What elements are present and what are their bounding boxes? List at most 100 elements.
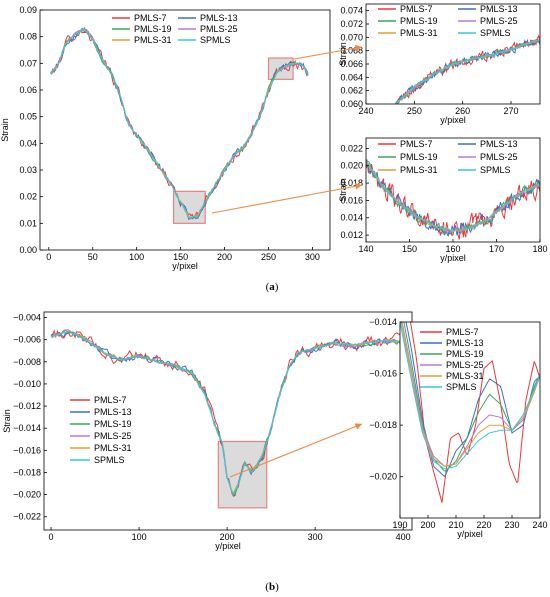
plot-area: [366, 138, 540, 242]
x-tick-label: 100: [132, 532, 147, 542]
legend-label: PMLS-31: [134, 35, 172, 45]
x-axis-label: y/pixel: [440, 115, 466, 125]
zoom-arrows: [211, 44, 363, 478]
legend-label: PMLS-25: [446, 360, 484, 370]
series-pmls-7: [366, 159, 540, 240]
legend-label: PMLS-7: [134, 13, 167, 23]
x-tick-label: 200: [220, 532, 235, 542]
x-tick-label: 230: [504, 520, 519, 530]
caption-b: (b): [265, 581, 279, 593]
y-tick-label: 0.00: [19, 245, 37, 255]
legend-label: PMLS-25: [94, 431, 132, 441]
x-tick-label: 0: [49, 532, 54, 542]
zoom-arrow-3: [229, 423, 363, 478]
y-tick-label: 0.068: [340, 46, 363, 56]
series-lines: [366, 159, 540, 240]
series-lines: [50, 328, 404, 497]
legend-label: PMLS-31: [400, 28, 438, 38]
plot-frame: [365, 3, 541, 105]
y-tick-label: 0.08: [19, 32, 37, 42]
y-tick-label: 0.064: [340, 72, 363, 82]
x-tick-label: 300: [305, 252, 320, 262]
series-pmls-31: [400, 322, 540, 467]
x-tick-label: 270: [503, 106, 518, 116]
series-spmls: [400, 322, 540, 470]
x-tick-label: 170: [489, 244, 504, 254]
y-axis-label: Strain: [338, 42, 348, 66]
y-tick-label: 0.09: [19, 5, 37, 15]
caption-a: (a): [266, 281, 279, 293]
legend-label: SPMLS: [200, 35, 231, 45]
series-spmls: [394, 39, 540, 104]
x-tick-label: 200: [217, 252, 232, 262]
legend-label: PMLS-7: [94, 395, 127, 405]
series-pmls-13: [405, 322, 540, 478]
zoom-arrow-1: [293, 44, 363, 60]
y-tick-label: −0.018: [13, 467, 41, 477]
series-pmls-7: [409, 322, 540, 503]
legend-label: PMLS-31: [400, 165, 438, 175]
series-lines: [394, 34, 540, 104]
x-axis-label: y/pixel: [440, 253, 466, 263]
legend-label: PMLS-13: [480, 4, 518, 14]
legend-label: SPMLS: [480, 165, 511, 175]
y-tick-label: 0.03: [19, 165, 37, 175]
series-spmls: [50, 28, 309, 219]
x-tick-label: 150: [173, 252, 188, 262]
x-tick-label: 240: [532, 520, 547, 530]
x-tick-label: 250: [407, 106, 422, 116]
legend-label: PMLS-25: [200, 24, 238, 34]
legend: PMLS-7 PMLS-13 PMLS-19 PMLS-25 PMLS-31 SPMLS: [112, 13, 238, 45]
legend-label: PMLS-7: [446, 327, 479, 337]
y-tick-label: 0.02: [19, 192, 37, 202]
legend-label: PMLS-19: [134, 24, 172, 34]
y-tick-label: 0.04: [19, 138, 37, 148]
y-tick-label: −0.014: [13, 423, 41, 433]
y-axis-label: Strain: [338, 178, 348, 202]
y-tick-label: −0.020: [13, 490, 41, 500]
y-tick-label: 0.014: [340, 213, 363, 223]
legend-label: PMLS-19: [400, 152, 438, 162]
series-lines: [50, 26, 309, 221]
y-tick-label: 0.062: [340, 86, 363, 96]
legend-label: PMLS-13: [480, 139, 518, 149]
y-tick-label: −0.018: [369, 420, 397, 430]
zoom-arrow-2: [211, 182, 363, 214]
series-spmls: [366, 161, 540, 232]
legend-label: PMLS-13: [200, 13, 238, 23]
y-tick-label: 0.05: [19, 112, 37, 122]
legend-label: SPMLS: [480, 28, 511, 38]
x-tick-label: 160: [445, 244, 460, 254]
panel-a-main-plot: 0 50 100 150 200 250 300 0.00 0.01 0.02 0.03 0.04 0.…: [0, 5, 331, 271]
legend-label: SPMLS: [94, 455, 125, 465]
x-tick-label: 50: [88, 252, 98, 262]
x-tick-label: 140: [358, 244, 373, 254]
y-tick-label: −0.004: [13, 313, 41, 323]
x-tick-label: 0: [46, 252, 51, 262]
y-axis-label: Strain: [0, 118, 10, 142]
panel-a-zoom-bottom-plot: 140 150 160 170 180 0.012 0.014 0.016 0.018 0.020…: [338, 137, 548, 263]
x-axis-label: y/pixel: [215, 541, 241, 551]
series-pmls-13: [366, 162, 540, 237]
y-tick-label: 0.012: [340, 230, 363, 240]
y-tick-label: 0.018: [340, 178, 363, 188]
x-tick-label: 260: [455, 106, 470, 116]
legend-label: PMLS-31: [446, 371, 484, 381]
y-tick-label: −0.020: [369, 472, 397, 482]
y-tick-label: 0.06: [19, 85, 37, 95]
legend-label: PMLS-19: [94, 419, 132, 429]
y-tick-label: −0.022: [13, 512, 41, 522]
legend-label: PMLS-7: [400, 139, 433, 149]
plot-frame: [399, 321, 541, 519]
y-tick-label: −0.010: [13, 379, 41, 389]
legend-label: PMLS-7: [400, 4, 433, 14]
legend-label: PMLS-19: [400, 16, 438, 26]
x-axis-label: y/pixel: [172, 261, 198, 271]
series-pmls-25: [401, 322, 540, 467]
y-tick-label: −0.012: [13, 401, 41, 411]
y-tick-label: −0.016: [13, 445, 41, 455]
y-tick-label: −0.008: [13, 357, 41, 367]
